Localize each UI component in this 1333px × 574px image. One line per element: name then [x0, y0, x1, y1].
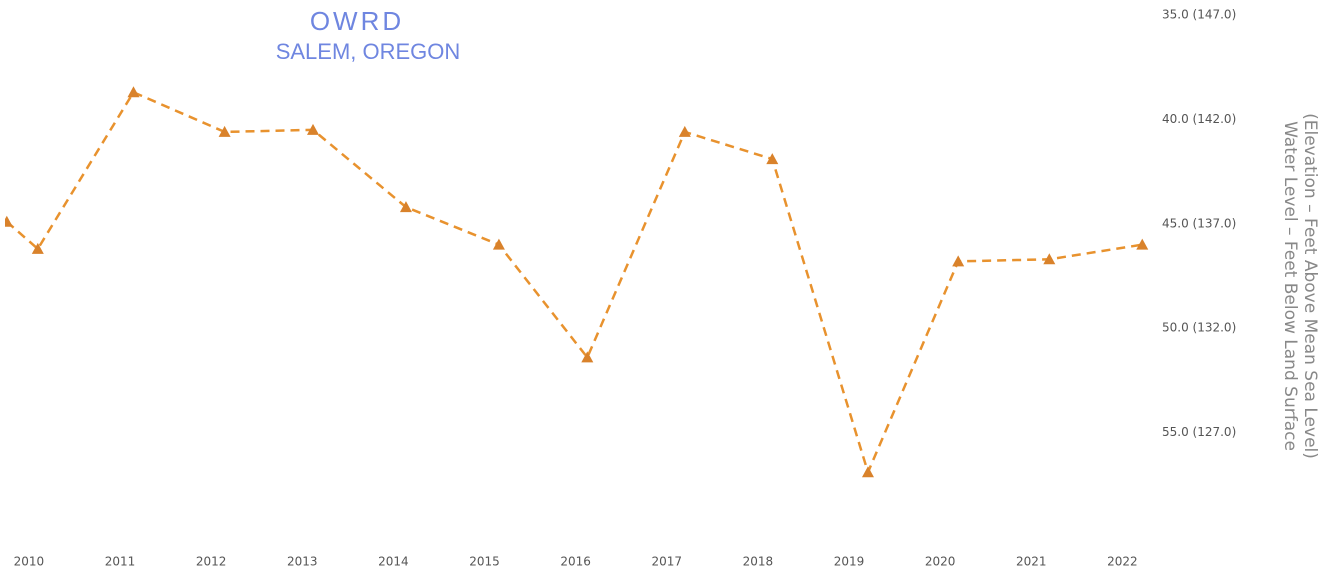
- y-tick-label: 45.0 (137.0): [1162, 216, 1236, 230]
- data-point: [581, 351, 594, 363]
- data-point: [1136, 238, 1149, 250]
- data-point: [1043, 253, 1056, 265]
- x-tick-label: 2019: [834, 555, 865, 569]
- y-axis-label: (Elevation – Feet Above Mean Sea Level): [1300, 113, 1320, 459]
- data-point: [5, 215, 13, 227]
- y-tick-label: 40.0 (142.0): [1162, 112, 1236, 126]
- x-tick-label: 2013: [287, 555, 318, 569]
- data-point: [127, 86, 140, 98]
- data-point: [861, 466, 874, 478]
- stamp-title: OWRD: [310, 6, 404, 36]
- data-point: [492, 238, 505, 250]
- data-point: [678, 125, 691, 137]
- data-line: [5, 90, 1143, 476]
- y-tick-label: 35.0 (147.0): [1162, 8, 1236, 22]
- data-point: [952, 255, 965, 267]
- x-tick-label: 2015: [469, 555, 500, 569]
- x-tick-label: 2012: [196, 555, 227, 569]
- x-tick-label: 2022: [1107, 555, 1138, 569]
- x-tick-label: 2011: [105, 555, 136, 569]
- data-point: [31, 242, 44, 254]
- y-axis-label: Water Level – Feet Below Land Surface: [1280, 121, 1300, 451]
- x-tick-label: 2021: [1016, 555, 1047, 569]
- x-tick-label: 2016: [560, 555, 591, 569]
- x-tick-label: 2020: [925, 555, 956, 569]
- x-tick-label: 2017: [651, 555, 682, 569]
- data-point: [218, 125, 231, 137]
- stamp-subtitle: SALEM, OREGON: [276, 39, 461, 64]
- y-tick-label: 50.0 (132.0): [1162, 321, 1236, 335]
- y-tick-label: 55.0 (127.0): [1162, 425, 1236, 439]
- x-tick-label: 2010: [14, 555, 45, 569]
- data-point: [766, 153, 779, 165]
- data-point: [307, 123, 320, 135]
- x-tick-label: 2014: [378, 555, 409, 569]
- x-tick-label: 2018: [743, 555, 774, 569]
- data-point: [399, 201, 412, 213]
- plot-area: [5, 86, 1149, 478]
